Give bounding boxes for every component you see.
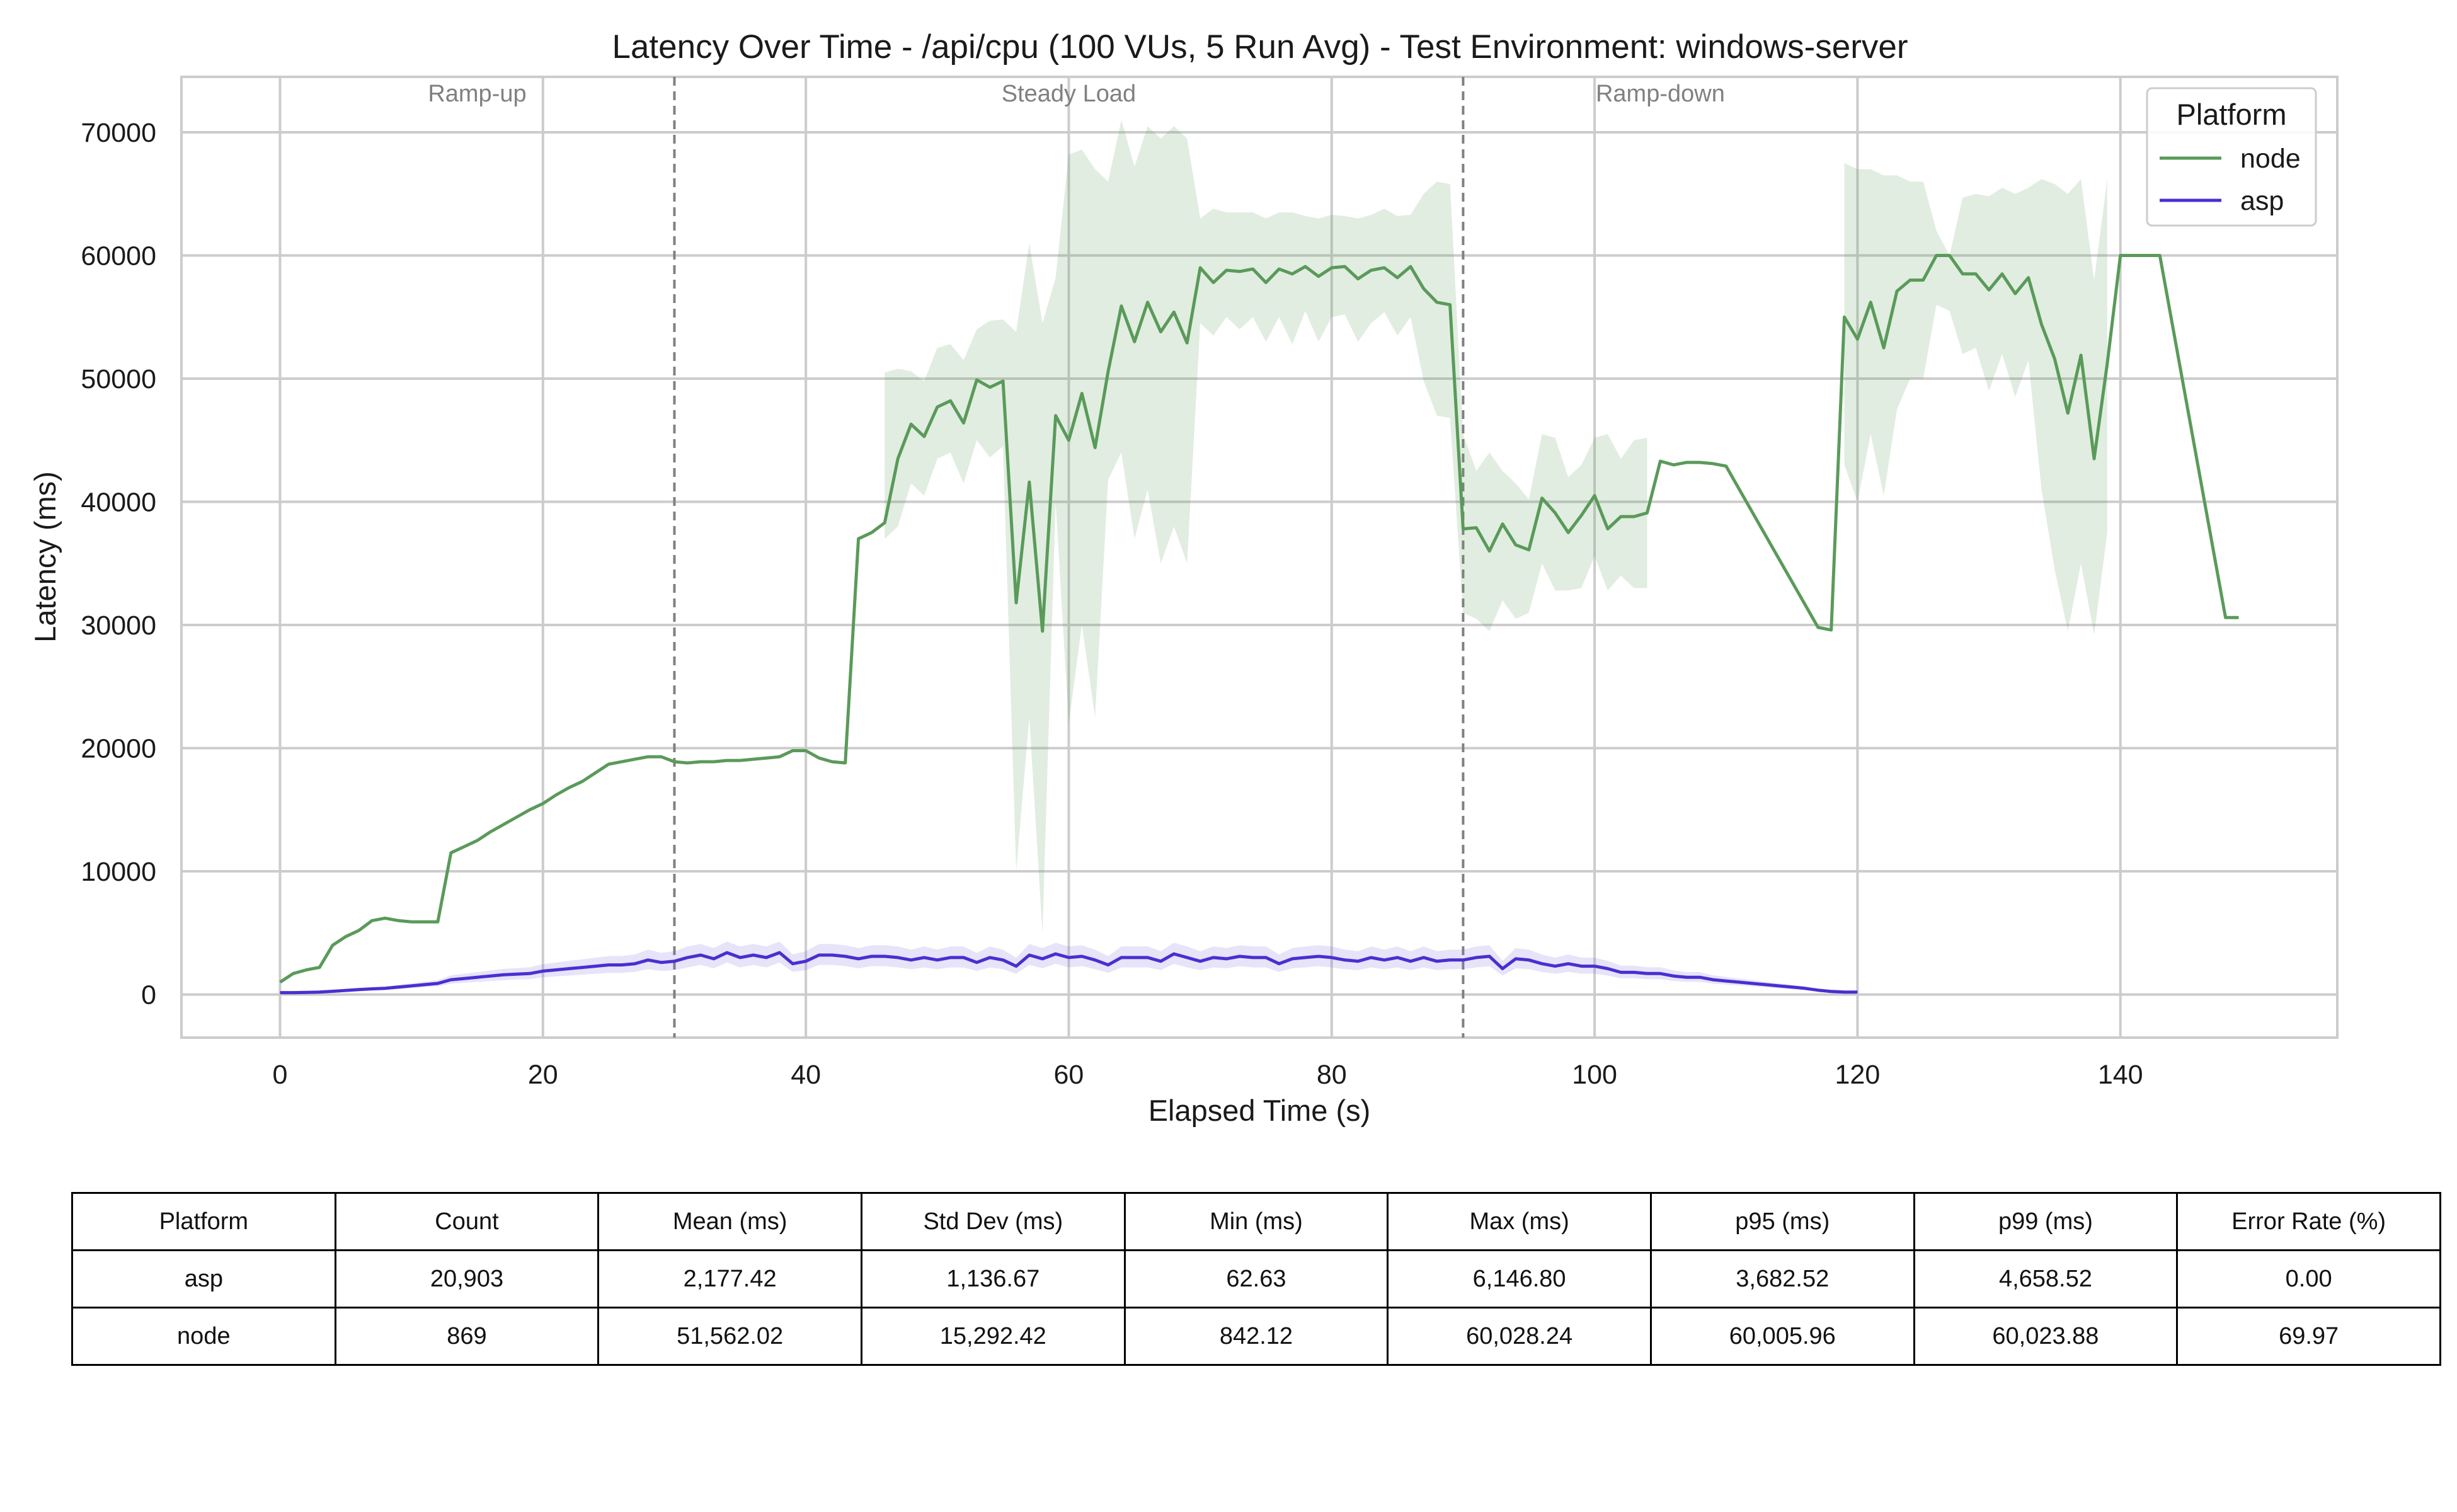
plot-area-frame [180, 76, 2339, 1039]
x-axis-label: Elapsed Time (s) [1148, 1094, 1371, 1127]
stats-cell: 869 [334, 1307, 600, 1366]
stats-cell: 60,005.96 [1649, 1307, 1915, 1366]
x-tick-label: 20 [528, 1060, 558, 1090]
legend: Platform node asp [2146, 87, 2317, 227]
legend-label-node: node [2240, 144, 2301, 174]
stats-cell: 6,146.80 [1387, 1249, 1652, 1309]
series-line-node [279, 254, 2239, 984]
chart-title: Latency Over Time - /api/cpu (100 VUs, 5… [612, 28, 1908, 66]
y-tick-label: 30000 [81, 610, 156, 641]
legend-title: Platform [2177, 98, 2287, 131]
stats-cell: 69.97 [2176, 1307, 2441, 1366]
y-tick-label: 40000 [81, 488, 156, 518]
y-tick-label: 10000 [81, 857, 156, 887]
phase-label: Ramp-up [428, 81, 526, 107]
stats-header-cell: Max (ms) [1387, 1192, 1652, 1251]
stats-cell: 60,028.24 [1387, 1307, 1652, 1366]
stats-header-cell: p95 (ms) [1649, 1192, 1915, 1251]
confidence-band-asp [319, 941, 1858, 993]
stats-header-cell: Std Dev (ms) [860, 1192, 1126, 1251]
stats-cell: 3,682.52 [1649, 1249, 1915, 1309]
y-tick-label: 20000 [81, 734, 156, 764]
phase-label: Steady Load [1002, 81, 1136, 107]
stats-cell: node [71, 1307, 336, 1366]
series-lines [279, 254, 2239, 995]
stats-header-cell: Count [334, 1192, 600, 1251]
y-tick-label: 50000 [81, 364, 156, 394]
confidence-band-node [885, 120, 1647, 933]
confidence-band-node [1844, 163, 2107, 635]
stats-header-cell: Mean (ms) [597, 1192, 862, 1251]
series-line-asp [280, 951, 1858, 995]
confidence-bands [319, 120, 2107, 993]
y-tick-label: 70000 [81, 118, 156, 148]
x-tick-label: 120 [1835, 1060, 1881, 1090]
stats-cell: 15,292.42 [860, 1307, 1126, 1366]
x-tick-label: 0 [273, 1060, 288, 1090]
y-axis-label: Latency (ms) [28, 471, 62, 643]
x-tick-label: 80 [1317, 1060, 1347, 1090]
y-tick-label: 0 [141, 980, 156, 1011]
x-tick-label: 40 [791, 1060, 821, 1090]
legend-label-asp: asp [2240, 186, 2284, 216]
stats-table-body: Platform Count Mean (ms) Std Dev (ms) Min (m… [71, 1192, 2441, 1366]
stats-cell: 62.63 [1123, 1249, 1389, 1309]
x-tick-label: 140 [2098, 1060, 2143, 1090]
latency-chart: Latency Over Time - /api/cpu (100 VUs, 5… [28, 28, 2339, 1127]
stats-row: asp 20,903 2,177.42 1,136.67 62.63 6,146.80 3,… [71, 1249, 2441, 1309]
legend-box [2146, 87, 2317, 227]
x-tick-labels: 0 20 40 60 80 100 120 140 [273, 1060, 2143, 1090]
stats-header-cell: Platform [71, 1192, 336, 1251]
stats-header-row: Platform Count Mean (ms) Std Dev (ms) Min (m… [71, 1192, 2441, 1251]
stats-cell: 1,136.67 [860, 1249, 1126, 1309]
stats-header-cell: p99 (ms) [1913, 1192, 2179, 1251]
x-tick-label: 100 [1572, 1060, 1617, 1090]
grid-lines [181, 77, 2337, 1038]
stats-cell: 51,562.02 [597, 1307, 862, 1366]
stats-cell: 842.12 [1123, 1307, 1389, 1366]
stats-cell: asp [71, 1249, 336, 1309]
stats-row: node 869 51,562.02 15,292.42 842.12 60,028.24… [71, 1307, 2441, 1366]
stats-cell: 2,177.42 [597, 1249, 862, 1309]
stats-header-cell: Min (ms) [1123, 1192, 1389, 1251]
phase-markers: Ramp-up Steady Load Ramp-down [428, 77, 1725, 1038]
y-tick-labels: 0 10000 20000 30000 40000 50000 60000 70000 [81, 118, 156, 1011]
stats-table: Platform Count Mean (ms) Std Dev (ms) Min (m… [71, 1192, 2441, 1366]
x-tick-label: 60 [1054, 1060, 1084, 1090]
stats-cell: 4,658.52 [1913, 1249, 2179, 1309]
stats-cell: 60,023.88 [1913, 1307, 2179, 1366]
y-tick-label: 60000 [81, 241, 156, 271]
stats-cell: 20,903 [334, 1249, 600, 1309]
stats-cell: 0.00 [2176, 1249, 2441, 1309]
stats-header-cell: Error Rate (%) [2176, 1192, 2441, 1251]
phase-label: Ramp-down [1596, 81, 1725, 107]
